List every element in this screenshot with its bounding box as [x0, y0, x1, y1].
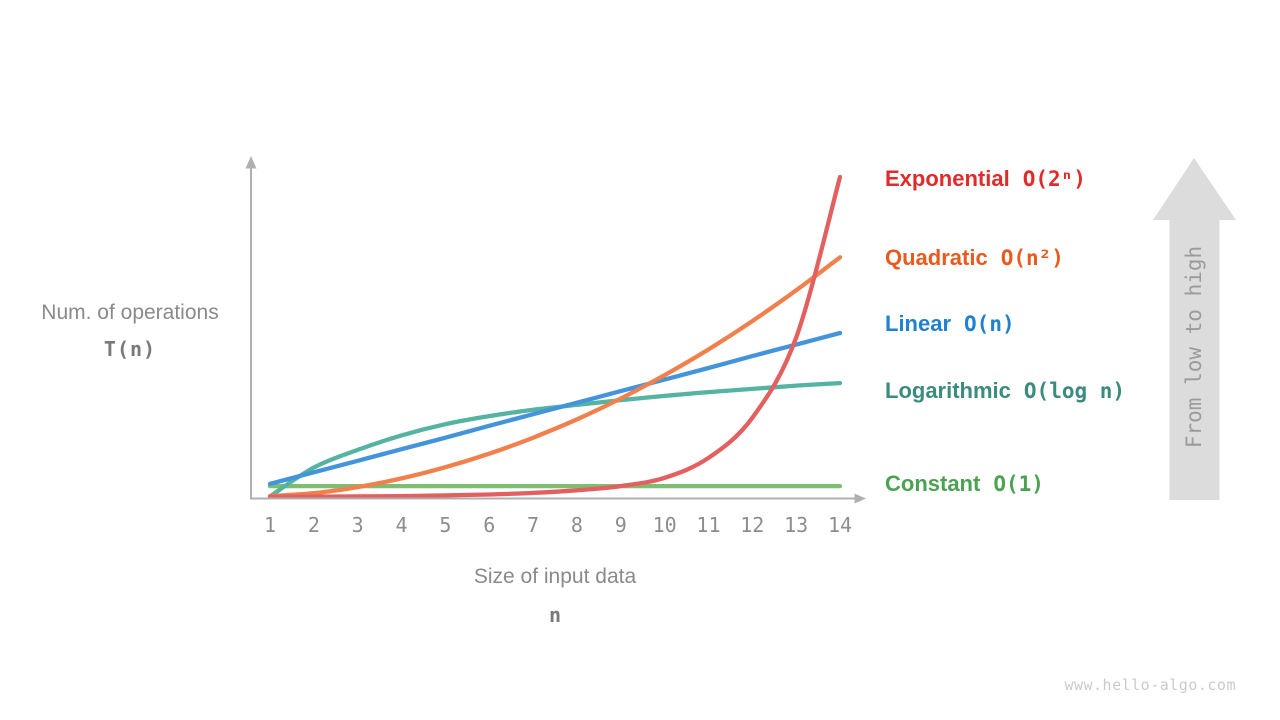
- x-tick-4: 4: [396, 513, 408, 537]
- x-tick-12: 12: [740, 513, 764, 537]
- low-to-high-arrow: From low to high: [1153, 158, 1236, 500]
- x-axis: [250, 493, 866, 504]
- legend-quadratic-notation: O(n²): [1000, 246, 1064, 270]
- legend-constant-notation: O(1): [993, 472, 1044, 496]
- x-axis-title-text: Size of input data: [473, 565, 637, 588]
- legend-exponential-name: Exponential: [885, 166, 1010, 191]
- watermark: www.hello-algo.com: [1064, 676, 1236, 694]
- x-axis-title: Size of input data n: [270, 565, 840, 627]
- legend-quadratic-name: Quadratic: [885, 245, 988, 270]
- curve-logarithmic: [267, 380, 843, 499]
- x-tick-2: 2: [308, 513, 320, 537]
- x-tick-11: 11: [696, 513, 720, 537]
- x-tick-8: 8: [571, 513, 583, 537]
- x-tick-13: 13: [784, 513, 808, 537]
- legend-linear: Linear O(n): [885, 311, 1015, 337]
- curves-group: [267, 174, 843, 499]
- x-tick-3: 3: [352, 513, 364, 537]
- arrow-label: From low to high: [1182, 246, 1206, 448]
- x-tick-1: 1: [264, 513, 276, 537]
- legend-exponential-notation: O(2ⁿ): [1022, 167, 1086, 191]
- legend-constant-name: Constant: [885, 471, 981, 496]
- y-axis-arrowhead: [245, 156, 257, 169]
- legend-exponential: Exponential O(2ⁿ): [885, 166, 1086, 192]
- x-tick-14: 14: [828, 513, 852, 537]
- y-axis: [245, 156, 257, 499]
- x-axis-arrowhead: [854, 493, 866, 504]
- curve-quadratic: [267, 255, 843, 499]
- x-tick-10: 10: [653, 513, 677, 537]
- legend-logarithmic-notation: O(log n): [1023, 379, 1126, 403]
- curve-exponential: [267, 174, 843, 499]
- y-axis-symbol: T(n): [103, 337, 157, 361]
- y-axis-title: Num. of operations T(n): [10, 301, 250, 361]
- curve-linear: [267, 330, 843, 487]
- legend-quadratic: Quadratic O(n²): [885, 245, 1064, 271]
- up-arrow-icon: [1153, 158, 1236, 500]
- legend-linear-notation: O(n): [964, 312, 1015, 336]
- legend-constant: Constant O(1): [885, 471, 1044, 497]
- x-axis-symbol: n: [548, 603, 562, 627]
- legend-logarithmic: Logarithmic O(log n): [885, 378, 1125, 404]
- x-tick-6: 6: [483, 513, 495, 537]
- x-tick-7: 7: [527, 513, 539, 537]
- x-tick-9: 9: [615, 513, 627, 537]
- legend-linear-name: Linear: [885, 311, 952, 336]
- x-tick-5: 5: [439, 513, 451, 537]
- legend-logarithmic-name: Logarithmic: [885, 378, 1011, 403]
- y-axis-title-text: Num. of operations: [41, 301, 219, 324]
- x-axis-ticks: 1 2 3 4 5 6 7 8 9 10 11 12 13 14: [264, 513, 852, 537]
